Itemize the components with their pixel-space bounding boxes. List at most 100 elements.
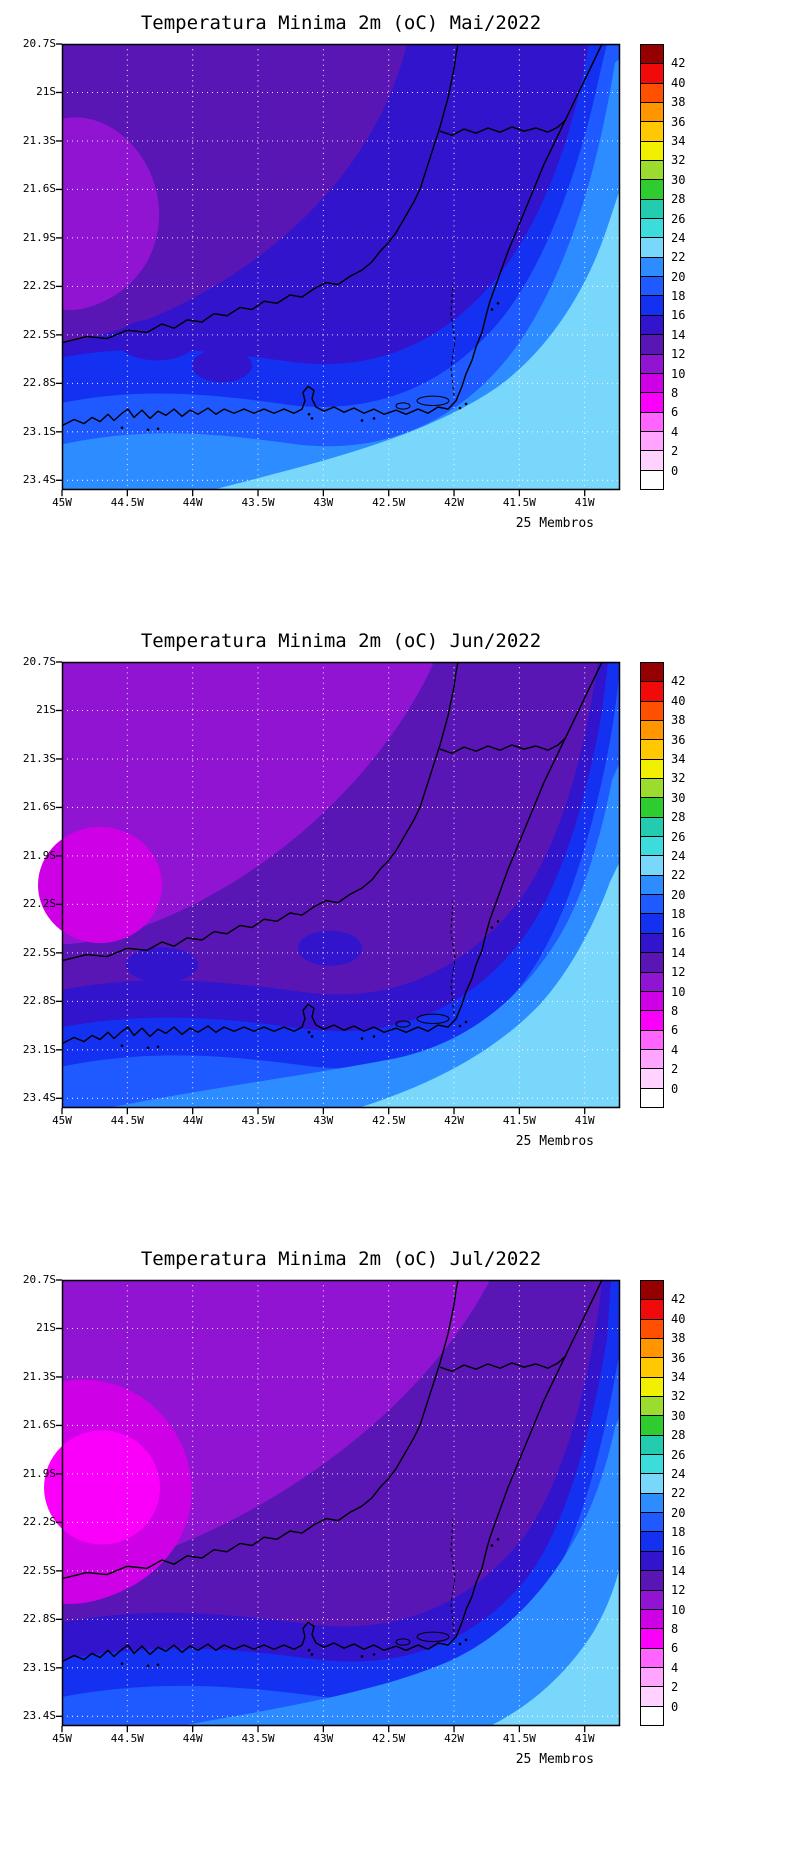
lat-tick-label: 22.8S bbox=[22, 1612, 56, 1626]
colorbar-tick-label: 10 bbox=[671, 984, 686, 999]
lon-tick-label: 43.5W bbox=[241, 1114, 275, 1127]
colorbar bbox=[640, 1280, 664, 1726]
band-10-12 bbox=[62, 117, 160, 311]
lon-tick-label: 42W bbox=[444, 496, 464, 509]
lat-tick-label: 23.1S bbox=[22, 1042, 56, 1056]
colorbar-segment bbox=[641, 837, 663, 857]
colorbar-segment bbox=[641, 64, 663, 84]
contour-map bbox=[56, 43, 621, 497]
band-6-8 bbox=[44, 1430, 160, 1545]
lat-tick-label: 22.5S bbox=[22, 945, 56, 959]
lon-tick-label: 42.5W bbox=[372, 1732, 406, 1745]
lat-tick-label: 21.6S bbox=[22, 800, 56, 814]
colorbar-tick-label: 10 bbox=[671, 1602, 686, 1617]
lon-tick-label: 41W bbox=[574, 1732, 595, 1745]
colorbar-tick-label: 38 bbox=[671, 713, 686, 728]
colorbar-tick-label: 22 bbox=[671, 868, 686, 883]
lon-tick-label: 43.5W bbox=[241, 496, 275, 509]
colorbar-segment bbox=[641, 1030, 663, 1050]
colorbar-tick-label: 30 bbox=[671, 1408, 686, 1423]
colorbar-segment bbox=[641, 431, 663, 452]
colorbar-tick-label: 42 bbox=[671, 1292, 686, 1307]
panel-jul-2022: Temperatura Minima 2m (oC) Jul/2022 20.7… bbox=[0, 1236, 800, 1854]
lon-tick-label: 41.5W bbox=[502, 1114, 536, 1127]
colorbar-segment bbox=[641, 412, 663, 432]
colorbar-tick-label: 30 bbox=[671, 172, 686, 187]
colorbar-tick-label: 20 bbox=[671, 269, 686, 284]
colorbar-segment bbox=[641, 470, 663, 489]
colorbar-segment bbox=[641, 798, 663, 818]
colorbar-tick-label: 20 bbox=[671, 887, 686, 902]
map-plot bbox=[56, 43, 621, 497]
colorbar-segment bbox=[641, 1629, 663, 1649]
map-plot bbox=[44, 1279, 621, 1733]
lat-tick-label: 23.4S bbox=[22, 473, 56, 487]
colorbar-segment bbox=[641, 1648, 663, 1668]
lat-tick-label: 23.4S bbox=[22, 1709, 56, 1723]
colorbar-tick-label: 12 bbox=[671, 965, 686, 980]
lon-tick-label: 43W bbox=[313, 496, 334, 509]
lon-tick-label: 45W bbox=[52, 1732, 72, 1745]
panel-title: Temperatura Minima 2m (oC) Jun/2022 bbox=[140, 630, 542, 652]
colorbar-segment bbox=[641, 257, 663, 278]
colorbar-segment bbox=[641, 161, 663, 181]
colorbar-segment bbox=[641, 1011, 663, 1031]
axis-tick-marks bbox=[56, 1279, 586, 1733]
colorbar-tick-label: 38 bbox=[671, 95, 686, 110]
lon-tick-label: 44W bbox=[182, 496, 203, 509]
colorbar-segment bbox=[641, 817, 663, 838]
colorbar-segment bbox=[641, 45, 663, 65]
colorbar-tick-label: 32 bbox=[671, 771, 686, 786]
colorbar-tick-label: 14 bbox=[671, 1563, 686, 1578]
colorbar-tick-label: 24 bbox=[671, 1466, 686, 1481]
colorbar-tick-label: 20 bbox=[671, 1505, 686, 1520]
colorbar-segment bbox=[641, 1706, 663, 1725]
lat-tick-label: 21.3S bbox=[22, 133, 56, 147]
colorbar-tick-label: 28 bbox=[671, 192, 686, 207]
temperature-field bbox=[38, 662, 620, 1108]
colorbar-segment bbox=[641, 953, 663, 973]
colorbar-tick-label: 18 bbox=[671, 289, 686, 304]
colorbar-tick-label: 26 bbox=[671, 211, 686, 226]
colorbar-tick-label: 16 bbox=[671, 1544, 686, 1559]
colorbar-tick-label: 22 bbox=[671, 1486, 686, 1501]
lat-tick-label: 23.4S bbox=[22, 1091, 56, 1105]
colorbar-tick-label: 16 bbox=[671, 308, 686, 323]
map-grid bbox=[62, 662, 620, 1108]
colorbar-segment bbox=[641, 122, 663, 142]
colorbar-segment bbox=[641, 1667, 663, 1688]
colorbar-segment bbox=[641, 682, 663, 702]
colorbar-tick-label: 2 bbox=[671, 1680, 679, 1695]
cold-pocket bbox=[192, 348, 252, 383]
colorbar-segment bbox=[641, 83, 663, 104]
colorbar-segment bbox=[641, 759, 663, 780]
colorbar-segment bbox=[641, 721, 663, 741]
colorbar-segment bbox=[641, 335, 663, 355]
band-18-20 bbox=[62, 44, 620, 490]
colorbar-tick-label: 34 bbox=[671, 751, 686, 766]
lon-tick-label: 44W bbox=[182, 1114, 203, 1127]
colorbar-segment bbox=[641, 1474, 663, 1494]
colorbar-segment bbox=[641, 103, 663, 123]
band-12-14 bbox=[62, 44, 407, 343]
colorbar-tick-label: 16 bbox=[671, 926, 686, 941]
colorbar-tick-label: 40 bbox=[671, 693, 686, 708]
colorbar-segment bbox=[641, 199, 663, 220]
lat-tick-label: 23.1S bbox=[22, 424, 56, 438]
cold-pocket bbox=[117, 318, 197, 361]
colorbar-segment bbox=[641, 856, 663, 876]
lat-tick-label: 20.7S bbox=[22, 1273, 56, 1286]
cold-pocket bbox=[126, 947, 198, 983]
lat-tick-label: 21S bbox=[36, 703, 56, 717]
colorbar-tick-label: 22 bbox=[671, 250, 686, 265]
lat-tick-label: 23.1S bbox=[22, 1660, 56, 1674]
colorbar bbox=[640, 662, 664, 1108]
lon-tick-label: 44.5W bbox=[110, 496, 144, 509]
colorbar-segment bbox=[641, 1339, 663, 1359]
colorbar-segment bbox=[641, 972, 663, 992]
colorbar-segment bbox=[641, 914, 663, 934]
map-grid bbox=[62, 1280, 620, 1726]
colorbar-segment bbox=[641, 1609, 663, 1630]
colorbar-tick-label: 2 bbox=[671, 1062, 679, 1077]
colorbar-tick-label: 34 bbox=[671, 1369, 686, 1384]
